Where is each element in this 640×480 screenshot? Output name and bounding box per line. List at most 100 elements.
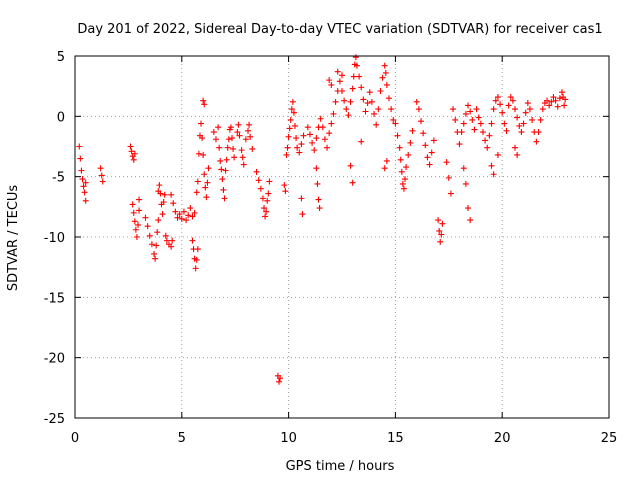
- data-point: [512, 106, 519, 113]
- data-point: [127, 143, 134, 150]
- data-point: [518, 129, 525, 136]
- data-point: [78, 167, 85, 174]
- data-point: [462, 180, 469, 187]
- data-point: [253, 168, 260, 175]
- data-point: [176, 211, 183, 218]
- data-point: [503, 127, 510, 134]
- data-point: [512, 144, 519, 151]
- data-point: [437, 238, 444, 245]
- data-point: [349, 179, 356, 186]
- data-point: [168, 191, 175, 198]
- data-point: [128, 148, 135, 155]
- data-point: [230, 145, 237, 152]
- data-point: [216, 144, 223, 151]
- data-point: [347, 98, 354, 105]
- data-point: [288, 106, 295, 113]
- data-point: [356, 73, 363, 80]
- data-point: [394, 132, 401, 139]
- data-point: [296, 149, 303, 156]
- data-point: [559, 89, 566, 96]
- data-point: [373, 121, 380, 128]
- data-point: [418, 118, 425, 125]
- grid: [75, 56, 609, 418]
- data-point: [494, 94, 501, 101]
- data-point: [341, 97, 348, 104]
- data-point: [240, 161, 247, 168]
- data-point: [413, 98, 420, 105]
- data-point: [443, 159, 450, 166]
- y-tick-label: -20: [44, 352, 65, 367]
- data-point: [385, 95, 392, 102]
- data-point: [364, 100, 371, 107]
- data-point: [436, 227, 443, 234]
- data-point: [477, 120, 484, 127]
- data-point: [304, 124, 311, 131]
- data-point: [343, 106, 350, 113]
- data-point: [392, 120, 399, 127]
- data-point: [358, 84, 365, 91]
- data-point: [360, 96, 367, 103]
- data-point: [533, 138, 540, 145]
- data-point: [399, 180, 406, 187]
- data-point: [266, 178, 273, 185]
- y-tick-label: 0: [57, 110, 65, 125]
- data-point: [160, 199, 167, 206]
- data-point: [445, 174, 452, 181]
- data-point: [315, 196, 322, 203]
- data-point: [156, 182, 163, 189]
- data-point: [488, 162, 495, 169]
- data-point: [353, 62, 360, 69]
- data-point: [263, 208, 270, 215]
- data-point: [287, 116, 294, 123]
- data-point: [462, 110, 469, 117]
- data-point: [475, 114, 482, 121]
- data-point: [428, 149, 435, 156]
- data-point: [136, 196, 143, 203]
- data-point: [77, 155, 84, 162]
- data-point: [221, 195, 228, 202]
- data-point: [447, 190, 454, 197]
- data-point: [220, 186, 227, 193]
- data-point: [153, 242, 160, 249]
- data-point: [544, 97, 551, 104]
- x-axis-label: GPS time / hours: [286, 459, 395, 474]
- data-point: [550, 94, 557, 101]
- data-point: [161, 191, 168, 198]
- data-point: [501, 120, 508, 127]
- data-point: [383, 157, 390, 164]
- data-point: [368, 98, 375, 105]
- data-point: [169, 237, 176, 244]
- data-point: [313, 165, 320, 172]
- data-point: [330, 110, 337, 117]
- data-point: [154, 229, 161, 236]
- data-point: [136, 207, 143, 214]
- data-point: [199, 135, 206, 142]
- data-point: [222, 167, 229, 174]
- data-point: [381, 165, 388, 172]
- data-point: [415, 106, 422, 113]
- data-point: [490, 171, 497, 178]
- data-point: [200, 151, 207, 158]
- data-point: [317, 115, 324, 122]
- data-point: [183, 217, 190, 224]
- data-point: [467, 217, 474, 224]
- data-point: [80, 183, 87, 190]
- x-tick-label: 0: [71, 431, 79, 446]
- data-point: [148, 241, 155, 248]
- data-point: [379, 74, 386, 81]
- data-point: [155, 217, 162, 224]
- data-point: [458, 129, 465, 136]
- data-point: [234, 129, 241, 136]
- data-point: [178, 215, 185, 222]
- data-point: [397, 156, 404, 163]
- data-point: [424, 154, 431, 161]
- data-point: [245, 127, 252, 134]
- data-point: [456, 141, 463, 148]
- data-point: [227, 124, 234, 131]
- data-point: [168, 243, 175, 250]
- data-point: [255, 177, 262, 184]
- data-point: [328, 120, 335, 127]
- data-point: [194, 246, 201, 253]
